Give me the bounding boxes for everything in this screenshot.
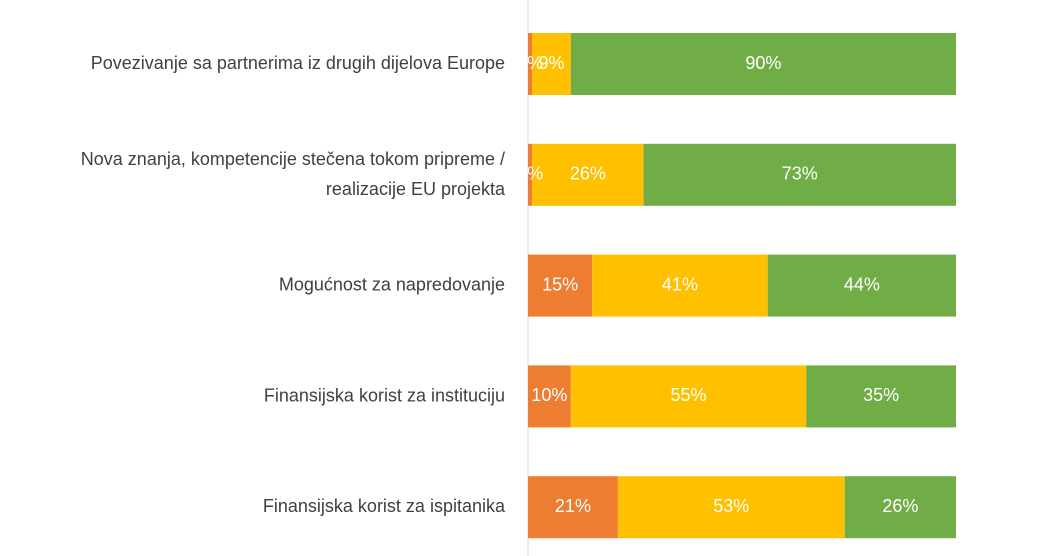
bar-segment bbox=[528, 254, 593, 317]
category-label: Finansijska korist za ispitanika bbox=[263, 496, 506, 516]
data-label: 44% bbox=[844, 274, 880, 294]
data-label: 90% bbox=[745, 53, 781, 73]
data-label: 21% bbox=[555, 496, 591, 516]
bar-segment bbox=[570, 33, 956, 95]
bar-segment bbox=[528, 143, 533, 206]
label-line: Finansijska korist za ispitanika bbox=[263, 496, 506, 516]
data-label: 10% bbox=[531, 385, 567, 405]
data-label: 35% bbox=[863, 385, 899, 405]
bar-segment bbox=[617, 476, 845, 539]
bar-segment bbox=[528, 33, 533, 95]
data-label: 73% bbox=[782, 164, 818, 184]
bar-segment bbox=[528, 476, 618, 539]
category-label: Povezivanje sa partnerima iz drugih dije… bbox=[91, 53, 505, 73]
bar-segment bbox=[643, 143, 956, 206]
bar-segment bbox=[532, 33, 571, 95]
category-label: Nova znanja, kompetencije stečena tokom … bbox=[81, 149, 506, 199]
data-label: 55% bbox=[670, 385, 706, 405]
bar-segment bbox=[592, 254, 768, 317]
data-label: 15% bbox=[542, 274, 578, 294]
data-label: 1% bbox=[517, 53, 543, 73]
label-line: Finansijska korist za instituciju bbox=[264, 385, 505, 405]
bar-segment bbox=[844, 476, 956, 539]
data-label: 26% bbox=[570, 164, 606, 184]
label-line: realizacije EU projekta bbox=[326, 179, 506, 199]
bar-segment bbox=[532, 143, 644, 206]
label-line: Mogućnost za napredovanje bbox=[279, 274, 505, 294]
data-label: 9% bbox=[539, 53, 565, 73]
bar-segment bbox=[767, 254, 956, 317]
data-label: 53% bbox=[713, 496, 749, 516]
data-label: 26% bbox=[882, 496, 918, 516]
label-line: Povezivanje sa partnerima iz drugih dije… bbox=[91, 53, 505, 73]
bar-segment bbox=[570, 365, 807, 428]
data-label: 1% bbox=[517, 164, 543, 184]
data-label: 41% bbox=[662, 274, 698, 294]
bar-segment bbox=[806, 365, 956, 428]
category-label: Finansijska korist za instituciju bbox=[264, 385, 505, 405]
category-label: Mogućnost za napredovanje bbox=[279, 274, 505, 294]
bar-segment bbox=[528, 365, 571, 428]
label-line: Nova znanja, kompetencije stečena tokom … bbox=[81, 149, 505, 169]
